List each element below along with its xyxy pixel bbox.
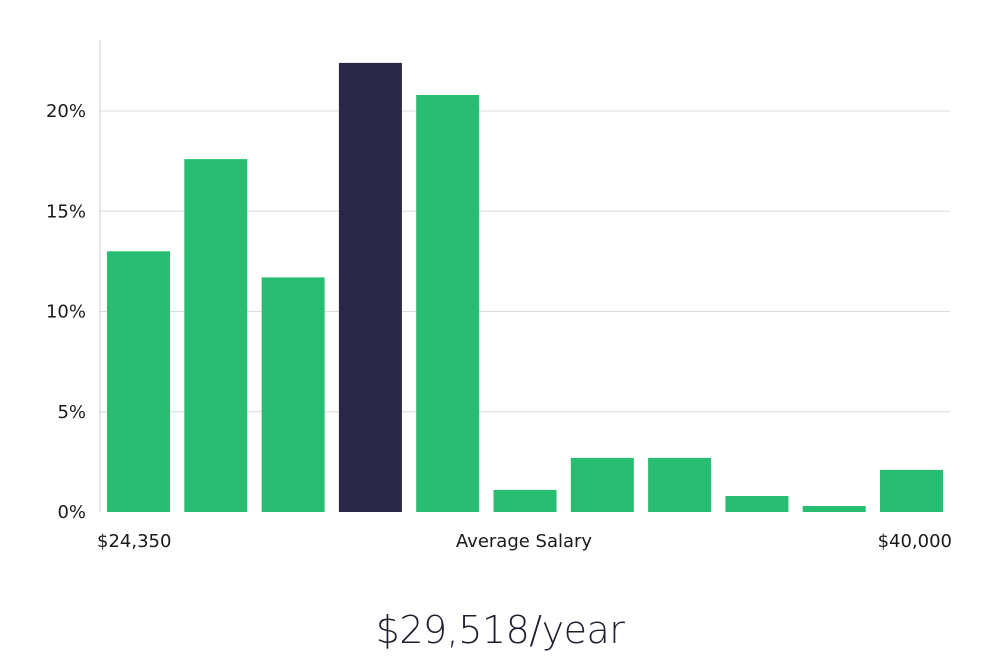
y-tick-label: 0% xyxy=(57,502,86,523)
x-label-average-salary: Average Salary xyxy=(456,531,593,552)
y-tick-label: 10% xyxy=(46,302,86,323)
bar-average-salary xyxy=(338,62,402,513)
x-label-min: $24,350 xyxy=(97,531,171,552)
bar xyxy=(725,496,789,512)
salary-histogram: 0% 5% 10% 15% 20% $24,350 Average Salary $40… xyxy=(46,40,952,552)
bar xyxy=(261,277,325,512)
bar xyxy=(416,95,480,512)
bar xyxy=(107,251,170,513)
y-tick-labels: 0% 5% 10% 15% 20% xyxy=(46,101,86,523)
bar xyxy=(648,457,712,512)
bar xyxy=(880,469,943,512)
bar xyxy=(570,457,634,512)
bar xyxy=(493,489,557,512)
bar xyxy=(802,506,866,512)
average-salary-value: $29,518/year xyxy=(375,608,625,652)
bars xyxy=(107,62,943,513)
y-tick-label: 15% xyxy=(46,201,86,222)
y-tick-label: 20% xyxy=(46,101,86,122)
bar xyxy=(184,159,248,512)
x-label-max: $40,000 xyxy=(878,531,952,552)
y-tick-label: 5% xyxy=(57,402,86,423)
